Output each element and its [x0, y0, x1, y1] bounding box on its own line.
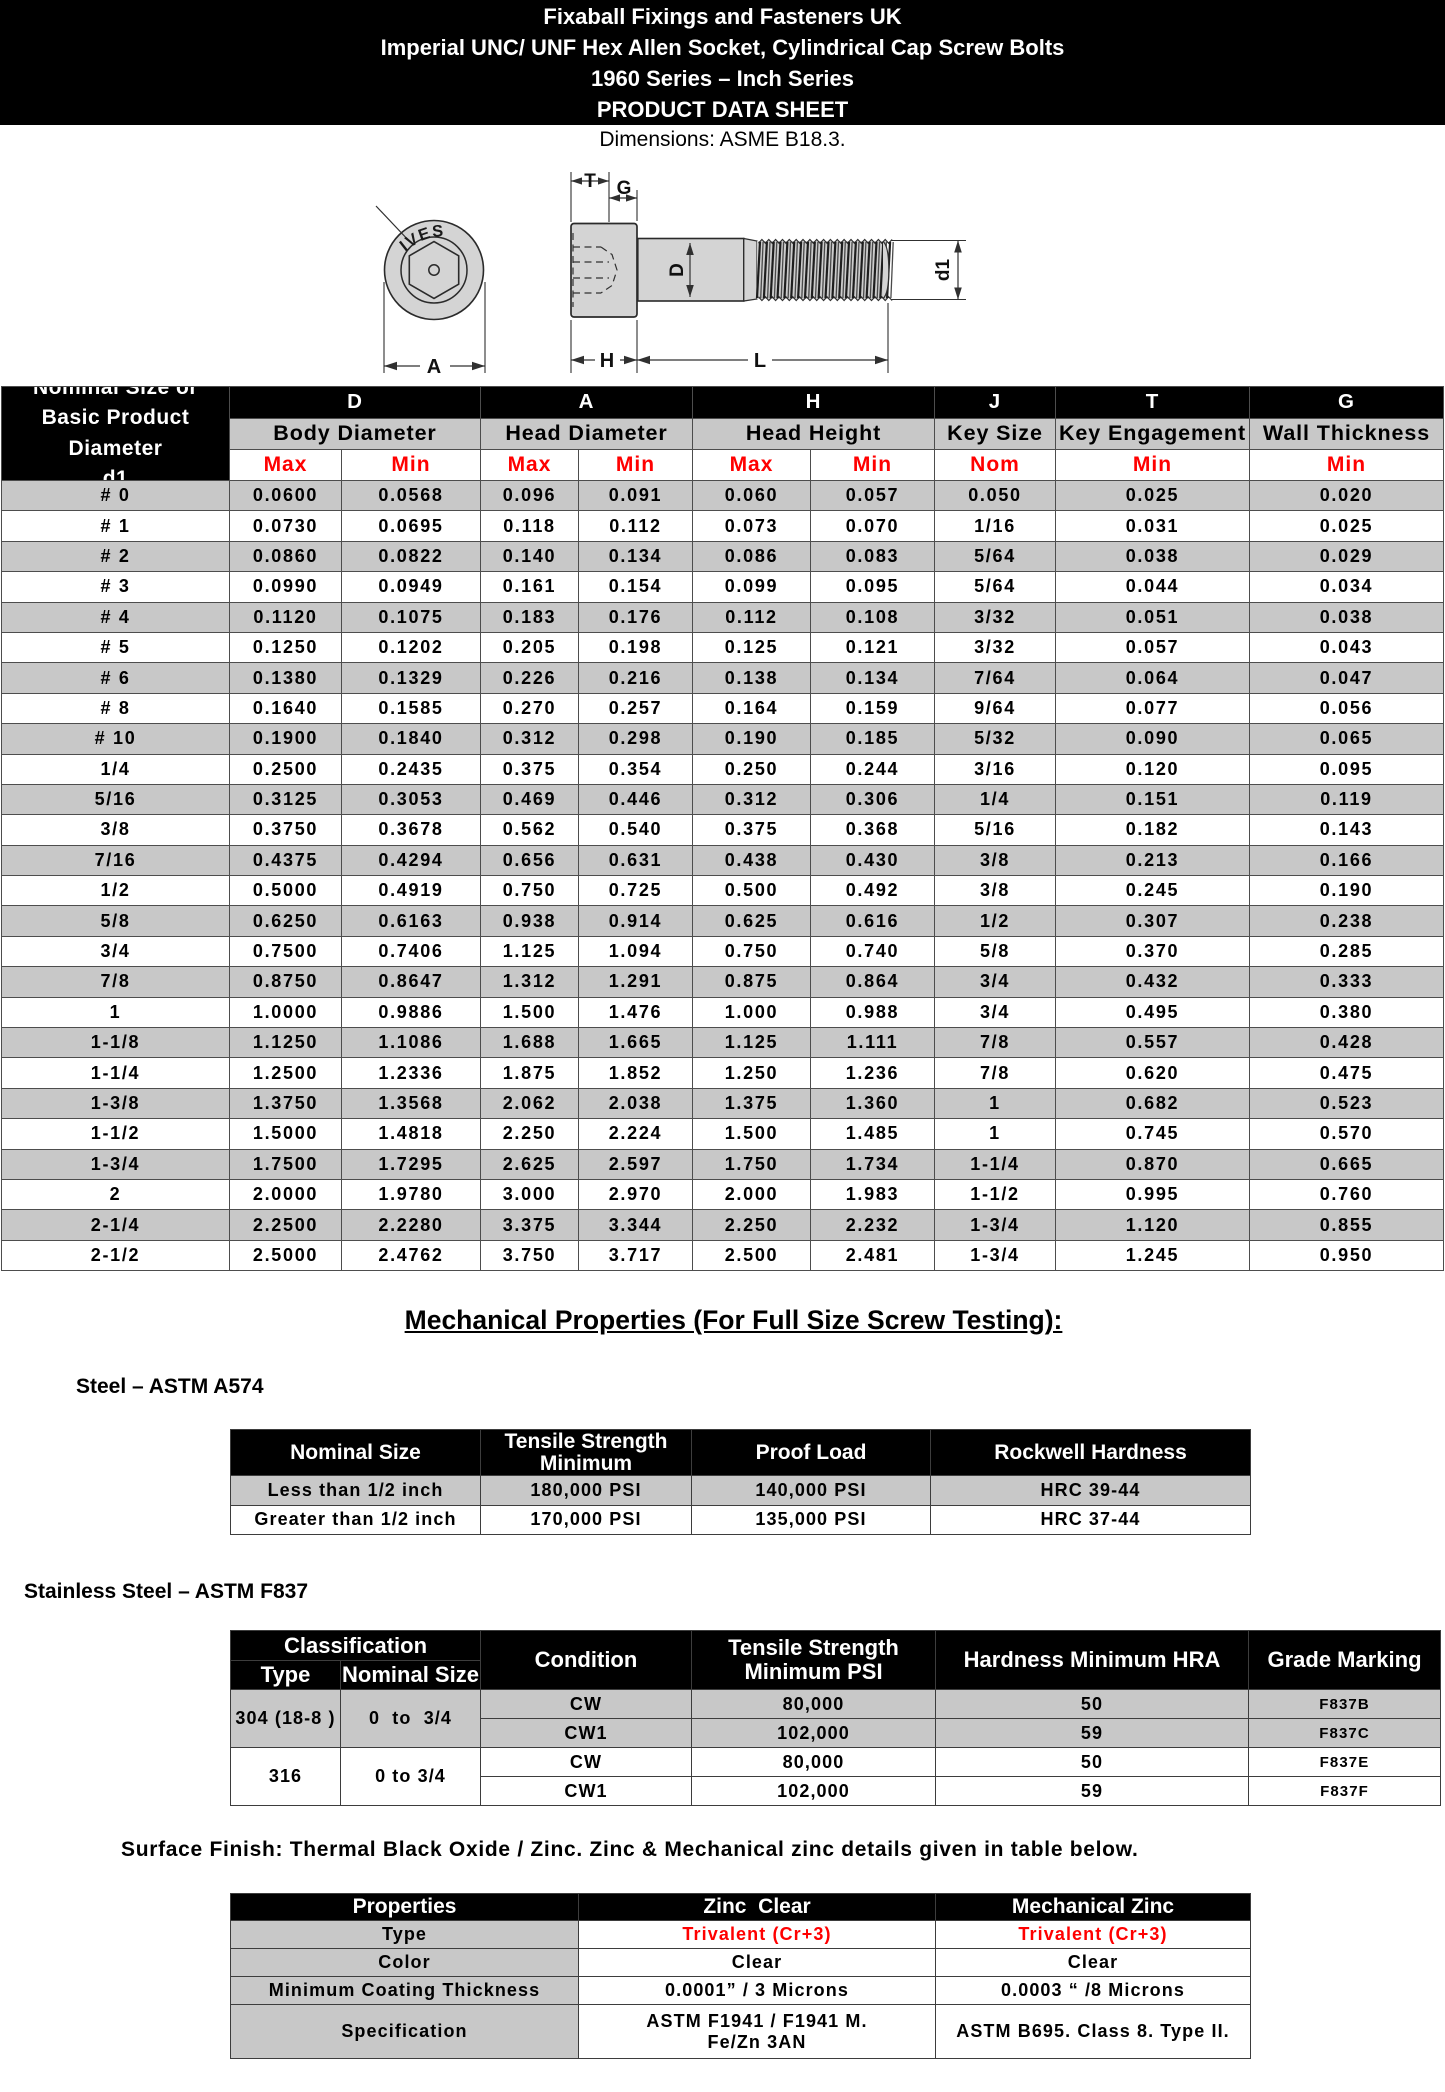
svg-text:G: G: [617, 178, 632, 199]
svg-text:d1: d1: [933, 258, 954, 281]
svg-text:D: D: [667, 263, 688, 277]
svg-text:A: A: [427, 356, 441, 378]
svg-text:L: L: [754, 350, 766, 372]
svg-text:H: H: [600, 350, 614, 372]
svg-text:T: T: [584, 171, 596, 192]
